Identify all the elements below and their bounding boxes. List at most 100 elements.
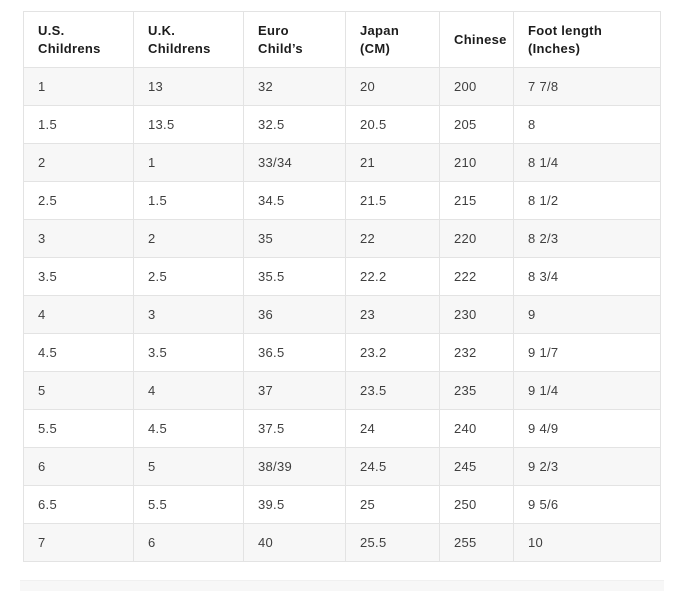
- table-body: 1 13 32 20 200 7 7/8 1.5 13.5 32.5 20.5 …: [23, 67, 661, 562]
- cell-euro-childs: 34.5: [243, 181, 346, 220]
- cell-chinese: 230: [439, 295, 514, 334]
- column-header-label: Euro Child’s: [258, 22, 303, 56]
- cell-euro-childs: 36: [243, 295, 346, 334]
- table-row: 2 1 33/34 21 210 8 1/4: [23, 143, 661, 182]
- cell-chinese: 235: [439, 371, 514, 410]
- cell-euro-childs: 35: [243, 219, 346, 258]
- cell-foot-length-inches: 9: [513, 295, 661, 334]
- cell-euro-childs: 37: [243, 371, 346, 410]
- table-row: 3.5 2.5 35.5 22.2 222 8 3/4: [23, 257, 661, 296]
- cell-chinese: 222: [439, 257, 514, 296]
- table-row: 5 4 37 23.5 235 9 1/4: [23, 371, 661, 410]
- cell-us-childrens: 6: [23, 447, 134, 486]
- cell-us-childrens: 5.5: [23, 409, 134, 448]
- cell-uk-childrens: 13.5: [133, 105, 244, 144]
- cell-japan-cm: 24: [345, 409, 440, 448]
- cell-euro-childs: 33/34: [243, 143, 346, 182]
- cell-chinese: 250: [439, 485, 514, 524]
- column-header-label: U.S. Childrens: [38, 22, 101, 56]
- cell-japan-cm: 25.5: [345, 523, 440, 562]
- cell-japan-cm: 20.5: [345, 105, 440, 144]
- cell-japan-cm: 24.5: [345, 447, 440, 486]
- cell-us-childrens: 2: [23, 143, 134, 182]
- column-header-foot-length-inches: Foot length (Inches): [513, 11, 661, 68]
- cell-euro-childs: 38/39: [243, 447, 346, 486]
- table-row: 5.5 4.5 37.5 24 240 9 4/9: [23, 409, 661, 448]
- cell-foot-length-inches: 7 7/8: [513, 67, 661, 106]
- cell-japan-cm: 20: [345, 67, 440, 106]
- table-row: 6 5 38/39 24.5 245 9 2/3: [23, 447, 661, 486]
- cell-chinese: 210: [439, 143, 514, 182]
- table-row: 2.5 1.5 34.5 21.5 215 8 1/2: [23, 181, 661, 220]
- cell-japan-cm: 25: [345, 485, 440, 524]
- cell-uk-childrens: 2: [133, 219, 244, 258]
- cell-foot-length-inches: 8 3/4: [513, 257, 661, 296]
- column-header-chinese: Chinese: [439, 11, 514, 68]
- table-row: 4.5 3.5 36.5 23.2 232 9 1/7: [23, 333, 661, 372]
- cell-us-childrens: 1.5: [23, 105, 134, 144]
- cell-japan-cm: 23.2: [345, 333, 440, 372]
- cell-japan-cm: 22.2: [345, 257, 440, 296]
- cell-uk-childrens: 3: [133, 295, 244, 334]
- table-row: 1 13 32 20 200 7 7/8: [23, 67, 661, 106]
- cell-euro-childs: 36.5: [243, 333, 346, 372]
- cell-us-childrens: 7: [23, 523, 134, 562]
- cell-us-childrens: 1: [23, 67, 134, 106]
- cell-foot-length-inches: 8: [513, 105, 661, 144]
- cell-chinese: 255: [439, 523, 514, 562]
- cell-chinese: 215: [439, 181, 514, 220]
- column-header-euro-childs: Euro Child’s: [243, 11, 346, 68]
- column-header-label: Foot length (Inches): [528, 22, 603, 56]
- cell-us-childrens: 4.5: [23, 333, 134, 372]
- column-header-uk-childrens: U.K. Childrens: [133, 11, 244, 68]
- header-row: U.S. Childrens U.K. Childrens Euro Child…: [23, 11, 661, 68]
- cell-chinese: 200: [439, 67, 514, 106]
- cell-foot-length-inches: 10: [513, 523, 661, 562]
- cell-us-childrens: 4: [23, 295, 134, 334]
- column-header-label: Chinese: [454, 31, 507, 47]
- cell-foot-length-inches: 9 4/9: [513, 409, 661, 448]
- table-row: 7 6 40 25.5 255 10: [23, 523, 661, 562]
- cell-uk-childrens: 3.5: [133, 333, 244, 372]
- cell-japan-cm: 21: [345, 143, 440, 182]
- cell-foot-length-inches: 9 1/7: [513, 333, 661, 372]
- table-row: 1.5 13.5 32.5 20.5 205 8: [23, 105, 661, 144]
- cell-foot-length-inches: 8 1/2: [513, 181, 661, 220]
- cell-uk-childrens: 1.5: [133, 181, 244, 220]
- cell-japan-cm: 23.5: [345, 371, 440, 410]
- cell-euro-childs: 32.5: [243, 105, 346, 144]
- column-header-us-childrens: U.S. Childrens: [23, 11, 134, 68]
- cell-us-childrens: 2.5: [23, 181, 134, 220]
- cell-uk-childrens: 1: [133, 143, 244, 182]
- cell-uk-childrens: 6: [133, 523, 244, 562]
- column-header-label: Japan (CM): [360, 22, 400, 56]
- cell-euro-childs: 35.5: [243, 257, 346, 296]
- cell-euro-childs: 37.5: [243, 409, 346, 448]
- cell-uk-childrens: 2.5: [133, 257, 244, 296]
- column-header-japan-cm: Japan (CM): [345, 11, 440, 68]
- cell-foot-length-inches: 8 2/3: [513, 219, 661, 258]
- table-row: 3 2 35 22 220 8 2/3: [23, 219, 661, 258]
- table-row: 6.5 5.5 39.5 25 250 9 5/6: [23, 485, 661, 524]
- cell-us-childrens: 3: [23, 219, 134, 258]
- cell-euro-childs: 39.5: [243, 485, 346, 524]
- cell-foot-length-inches: 9 1/4: [513, 371, 661, 410]
- table-row: 4 3 36 23 230 9: [23, 295, 661, 334]
- cell-uk-childrens: 5: [133, 447, 244, 486]
- cell-chinese: 245: [439, 447, 514, 486]
- cell-euro-childs: 40: [243, 523, 346, 562]
- shoe-size-conversion-table: U.S. Childrens U.K. Childrens Euro Child…: [23, 11, 661, 562]
- cell-uk-childrens: 13: [133, 67, 244, 106]
- cell-chinese: 240: [439, 409, 514, 448]
- cell-foot-length-inches: 9 5/6: [513, 485, 661, 524]
- cell-chinese: 205: [439, 105, 514, 144]
- cell-uk-childrens: 4.5: [133, 409, 244, 448]
- cell-us-childrens: 6.5: [23, 485, 134, 524]
- cell-japan-cm: 22: [345, 219, 440, 258]
- cell-euro-childs: 32: [243, 67, 346, 106]
- cell-uk-childrens: 4: [133, 371, 244, 410]
- cell-japan-cm: 23: [345, 295, 440, 334]
- cell-foot-length-inches: 8 1/4: [513, 143, 661, 182]
- cell-japan-cm: 21.5: [345, 181, 440, 220]
